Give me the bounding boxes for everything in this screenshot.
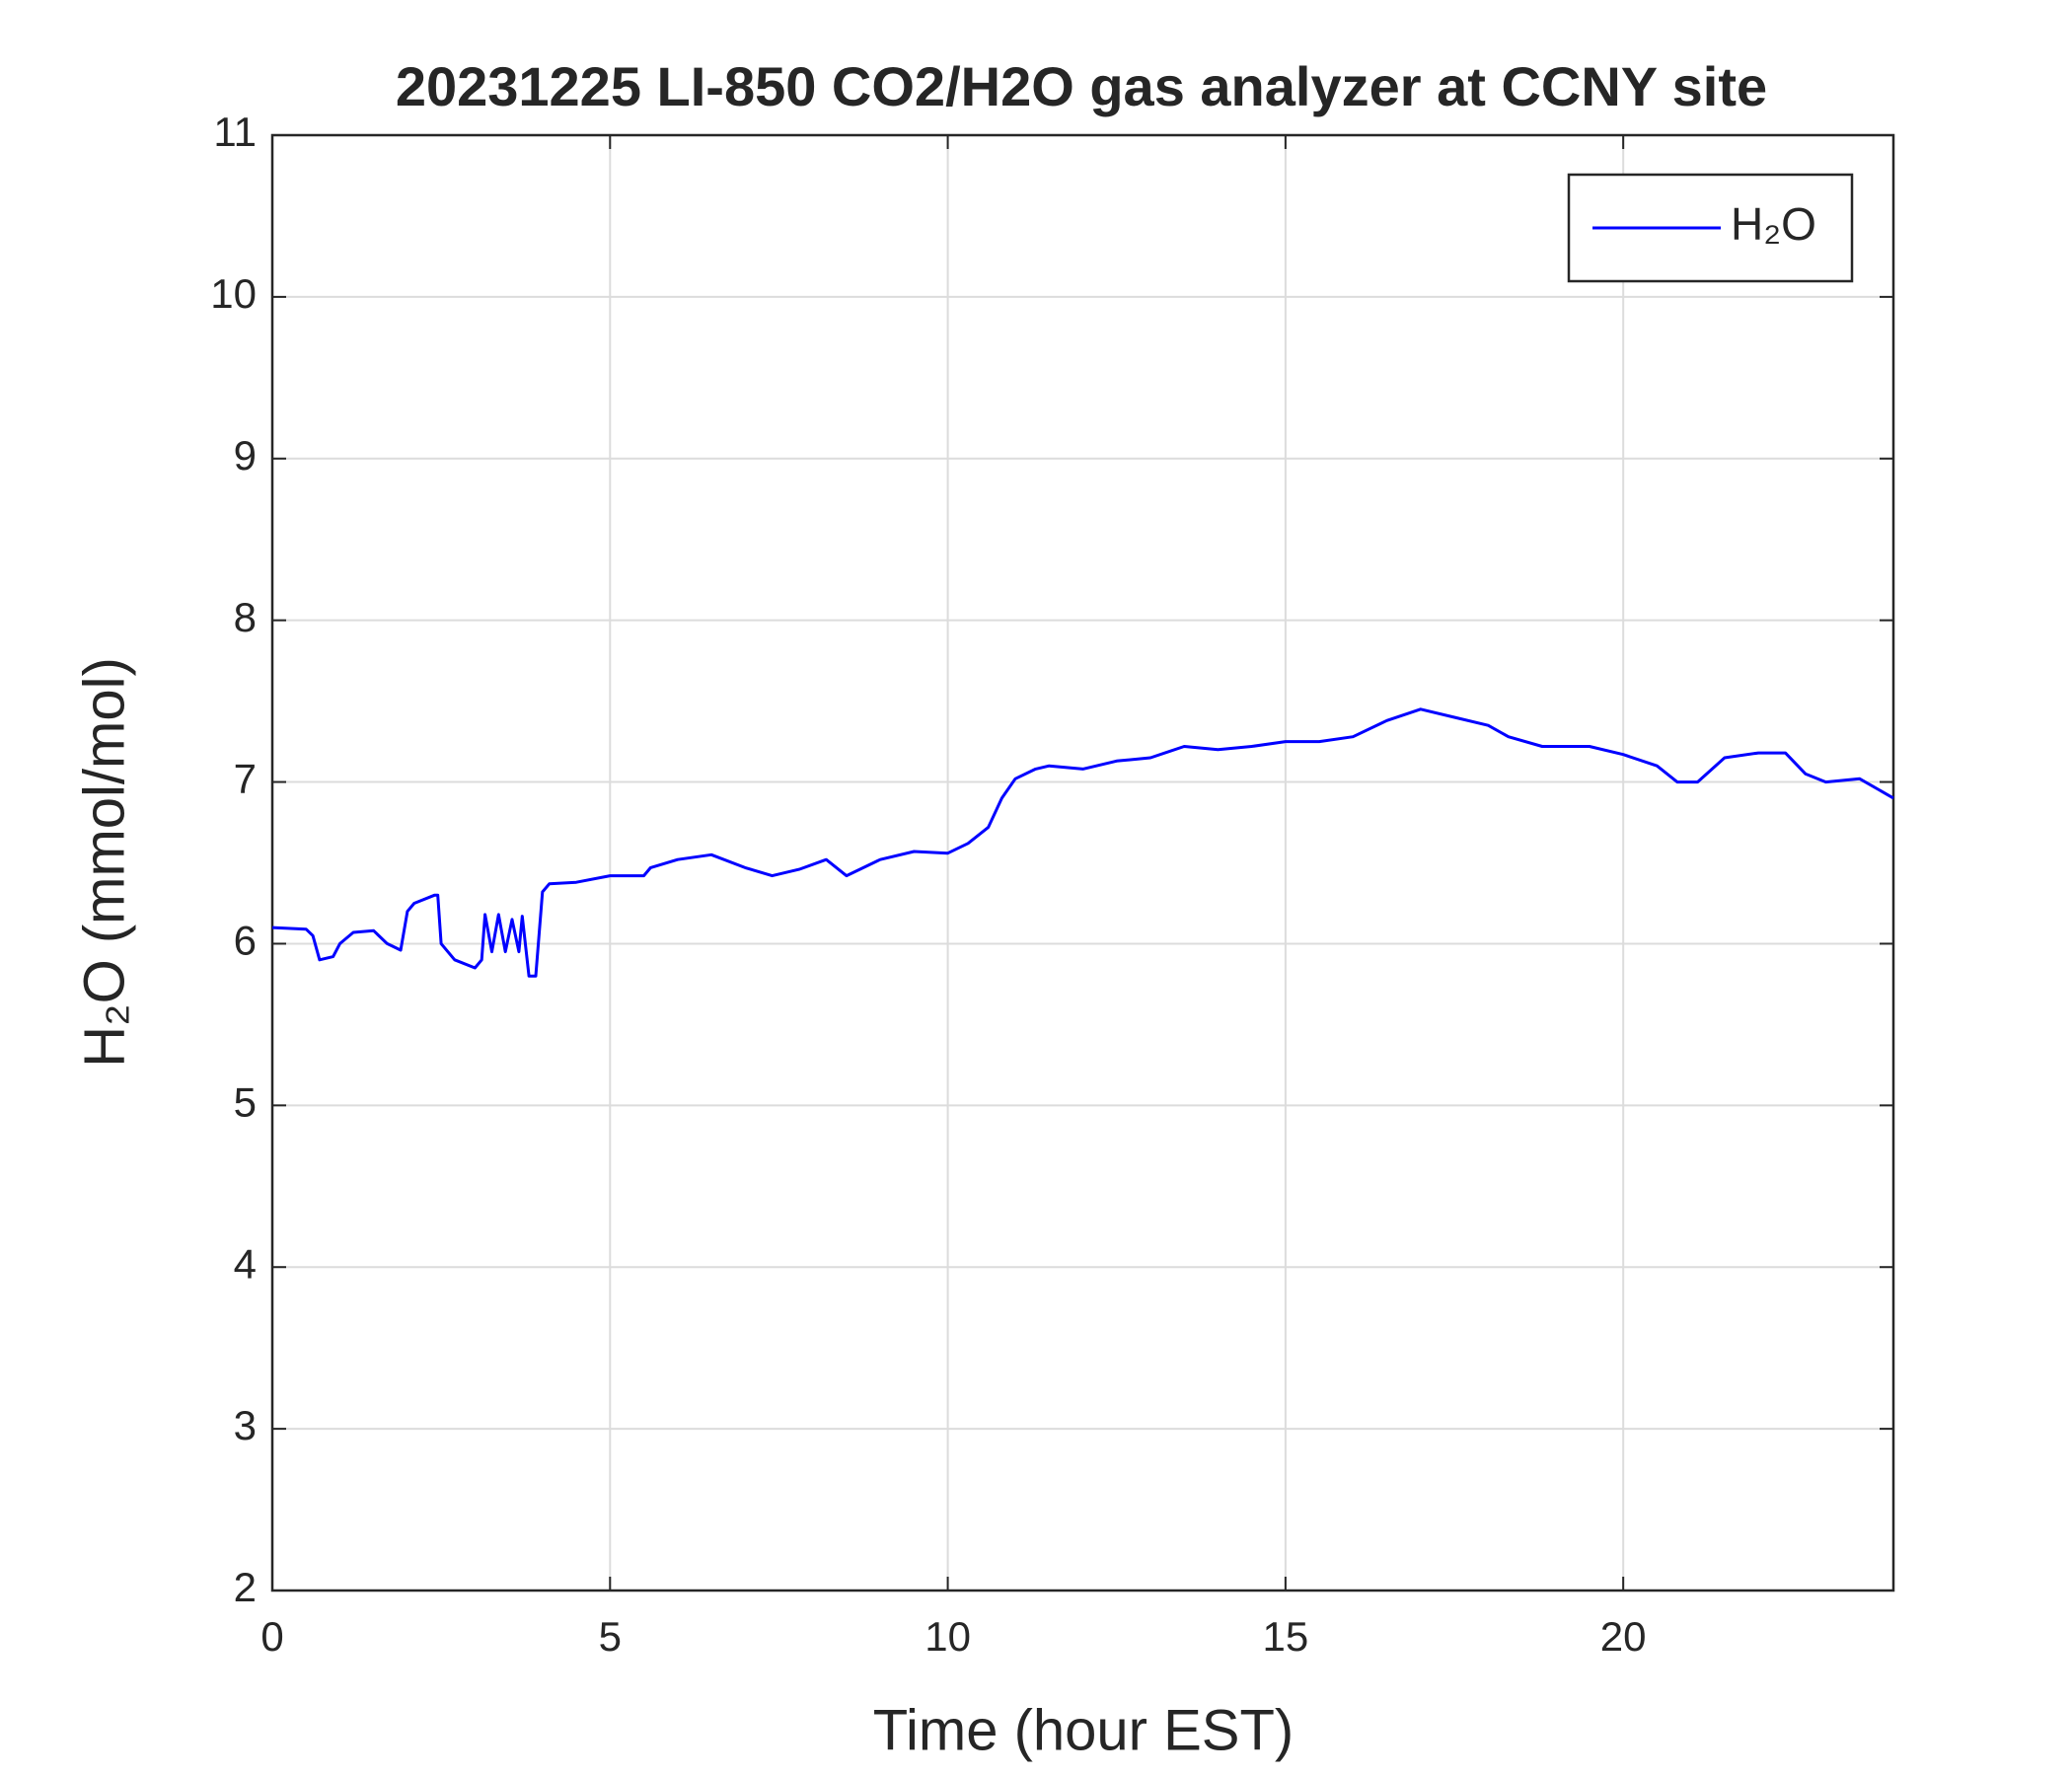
plot-frame xyxy=(270,133,1895,1592)
y-tick-label: 2 xyxy=(234,1564,257,1610)
y-tick-label: 10 xyxy=(210,270,257,317)
y-tick-label: 9 xyxy=(234,432,257,479)
x-tick-label: 10 xyxy=(925,1613,971,1660)
y-tick-label: 5 xyxy=(234,1078,257,1125)
y-tick-label: 6 xyxy=(234,918,257,964)
chart-title: 20231225 LI-850 CO2/H2O gas analyzer at … xyxy=(396,55,1767,117)
x-tick-label: 20 xyxy=(1600,1613,1647,1660)
y-axis-label: H₂O (mmol/mol) xyxy=(72,657,136,1068)
x-axis-label: Time (hour EST) xyxy=(873,1698,1294,1762)
y-tick-label: 7 xyxy=(234,756,257,802)
y-tick-label: 4 xyxy=(234,1240,257,1287)
x-tick-label: 15 xyxy=(1263,1613,1309,1660)
y-tick-label: 8 xyxy=(234,594,257,640)
data-line xyxy=(271,707,1894,978)
x-tick-label: 0 xyxy=(260,1613,283,1660)
legend-label: H₂O xyxy=(1731,198,1816,250)
y-tick-label: 3 xyxy=(234,1402,257,1448)
x-tick-label: 5 xyxy=(599,1613,622,1660)
y-tick-label: 11 xyxy=(213,109,257,155)
